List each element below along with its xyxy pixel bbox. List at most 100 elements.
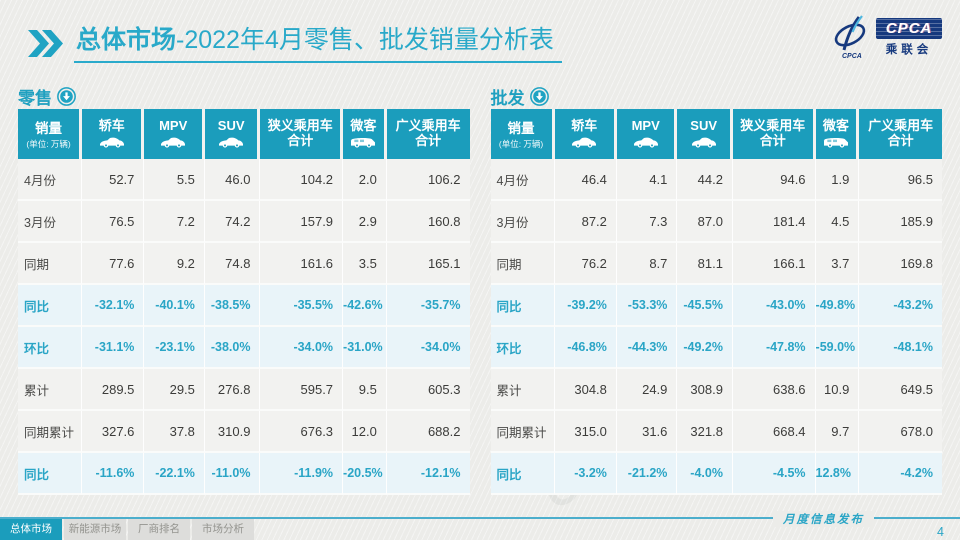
cell-value: -11.9% bbox=[260, 453, 344, 495]
sales-unit-header: 销量 (单位: 万辆) bbox=[18, 109, 83, 159]
row-label: 4月份 bbox=[18, 159, 83, 201]
row-label: 同期 bbox=[490, 243, 555, 285]
cell-value: 321.8 bbox=[677, 411, 733, 453]
row-label: 同比 bbox=[18, 285, 83, 327]
slide-header: 总体市场-2022年4月零售、批发销量分析表 bbox=[28, 20, 562, 63]
cell-value: 166.1 bbox=[732, 243, 816, 285]
cell-value: 7.3 bbox=[616, 201, 678, 243]
cell-value: 29.5 bbox=[144, 369, 205, 411]
cell-value: 181.4 bbox=[732, 201, 816, 243]
cell-value: -35.5% bbox=[260, 285, 344, 327]
table-row: 累计 304.8 24.9 308.9 638.6 10.9 649.5 bbox=[490, 369, 942, 411]
van-icon bbox=[816, 135, 857, 148]
cell-value: 638.6 bbox=[732, 369, 816, 411]
circle-down-arrow-icon bbox=[57, 87, 76, 106]
cell-value: 52.7 bbox=[82, 159, 145, 201]
cell-value: 157.9 bbox=[260, 201, 344, 243]
retail-panel-title: 零售 bbox=[18, 89, 52, 108]
cell-value: 106.2 bbox=[386, 159, 470, 201]
page-title-primary: 总体市场 bbox=[76, 26, 177, 54]
row-label: 累计 bbox=[490, 369, 555, 411]
cell-value: 289.5 bbox=[82, 369, 145, 411]
cell-value: -4.0% bbox=[677, 453, 733, 495]
cell-value: 5.5 bbox=[144, 159, 205, 201]
cell-value: -49.2% bbox=[677, 327, 733, 369]
cell-value: 94.6 bbox=[732, 159, 816, 201]
column-header-narrow-total: 狭义乘用车 合计 bbox=[732, 109, 816, 159]
cell-value: -34.0% bbox=[260, 327, 344, 369]
cell-value: 77.6 bbox=[82, 243, 145, 285]
cell-value: -35.7% bbox=[386, 285, 470, 327]
table-row: 环比 -31.1% -23.1% -38.0% -34.0% -31.0% -34.0% bbox=[18, 327, 470, 369]
cell-value: 31.6 bbox=[616, 411, 678, 453]
cpca-acronym-badge: CPCA bbox=[876, 17, 942, 39]
cell-value: 24.9 bbox=[616, 369, 678, 411]
footer-divider bbox=[0, 517, 960, 519]
cell-value: -4.2% bbox=[859, 453, 942, 495]
column-header-mpv: MPV bbox=[144, 109, 205, 159]
column-header-mpv: MPV bbox=[616, 109, 678, 159]
car-icon bbox=[205, 135, 258, 148]
column-header-broad-total: 广义乘用车 合计 bbox=[386, 109, 470, 159]
cell-value: -46.8% bbox=[554, 327, 617, 369]
cell-value: 76.2 bbox=[554, 243, 617, 285]
cell-value: 74.2 bbox=[204, 201, 261, 243]
table-row: 同期累计 327.6 37.8 310.9 676.3 12.0 688.2 bbox=[18, 411, 470, 453]
cell-value: 3.7 bbox=[815, 243, 860, 285]
cell-value: 4.1 bbox=[616, 159, 678, 201]
cell-value: 8.7 bbox=[616, 243, 678, 285]
cell-value: -59.0% bbox=[815, 327, 860, 369]
cell-value: 96.5 bbox=[859, 159, 942, 201]
cell-value: 676.3 bbox=[260, 411, 344, 453]
cpca-swoosh-icon: CPCA bbox=[834, 15, 866, 60]
table-row: 同期累计 315.0 31.6 321.8 668.4 9.7 678.0 bbox=[490, 411, 942, 453]
cell-value: -3.2% bbox=[554, 453, 617, 495]
table-row: 3月份 76.5 7.2 74.2 157.9 2.9 160.8 bbox=[18, 201, 470, 243]
tab-manufacturer-ranking[interactable]: 厂商排名 bbox=[128, 519, 190, 540]
cell-value: 9.2 bbox=[144, 243, 205, 285]
table-row: 环比 -46.8% -44.3% -49.2% -47.8% -59.0% -48.1% bbox=[490, 327, 942, 369]
cell-value: -34.0% bbox=[386, 327, 470, 369]
cell-value: 87.2 bbox=[554, 201, 617, 243]
cell-value: 7.2 bbox=[144, 201, 205, 243]
cell-value: 44.2 bbox=[677, 159, 733, 201]
row-label: 同比 bbox=[490, 285, 555, 327]
cell-value: -4.5% bbox=[732, 453, 816, 495]
cell-value: 304.8 bbox=[554, 369, 617, 411]
cell-value: 327.6 bbox=[82, 411, 145, 453]
cell-value: 12.0 bbox=[343, 411, 387, 453]
cell-value: -43.0% bbox=[732, 285, 816, 327]
cell-value: 12.8% bbox=[815, 453, 860, 495]
tab-new-energy-market[interactable]: 新能源市场 bbox=[64, 519, 126, 540]
cell-value: 688.2 bbox=[386, 411, 470, 453]
table-row: 4月份 52.7 5.5 46.0 104.2 2.0 106.2 bbox=[18, 159, 470, 201]
cell-value: 4.5 bbox=[815, 201, 860, 243]
cell-value: -48.1% bbox=[859, 327, 942, 369]
retail-panel: 零售 销量 (单位: 万辆) 轿车 MPV SUV 狭义乘用车 合计 微客 广义乘用车 合计 4月… bbox=[18, 84, 470, 495]
double-chevron-icon bbox=[28, 30, 63, 57]
row-label: 4月份 bbox=[490, 159, 555, 201]
cell-value: 2.9 bbox=[343, 201, 387, 243]
tab-overall-market[interactable]: 总体市场 bbox=[0, 519, 62, 540]
tab-market-analysis[interactable]: 市场分析 bbox=[192, 519, 254, 540]
cell-value: 595.7 bbox=[260, 369, 344, 411]
car-icon bbox=[144, 135, 202, 148]
cell-value: 169.8 bbox=[859, 243, 942, 285]
row-label: 同比 bbox=[18, 453, 83, 495]
cell-value: 3.5 bbox=[343, 243, 387, 285]
cell-value: 678.0 bbox=[859, 411, 942, 453]
monthly-release-note: 月度信息发布 bbox=[773, 511, 874, 527]
cell-value: -38.5% bbox=[204, 285, 261, 327]
row-label: 累计 bbox=[18, 369, 83, 411]
circle-down-arrow-icon bbox=[529, 87, 549, 106]
car-icon bbox=[555, 135, 614, 148]
cpca-chinese-name: 乘联会 bbox=[885, 43, 933, 56]
cell-value: 37.8 bbox=[144, 411, 205, 453]
table-row: 同比 -3.2% -21.2% -4.0% -4.5% 12.8% -4.2% bbox=[490, 453, 942, 495]
column-header-sedan: 轿车 bbox=[554, 109, 617, 159]
cell-value: 605.3 bbox=[386, 369, 470, 411]
page-number: 4 bbox=[937, 525, 944, 539]
row-label: 环比 bbox=[490, 327, 555, 369]
cell-value: 185.9 bbox=[859, 201, 942, 243]
row-label: 同期累计 bbox=[490, 411, 555, 453]
